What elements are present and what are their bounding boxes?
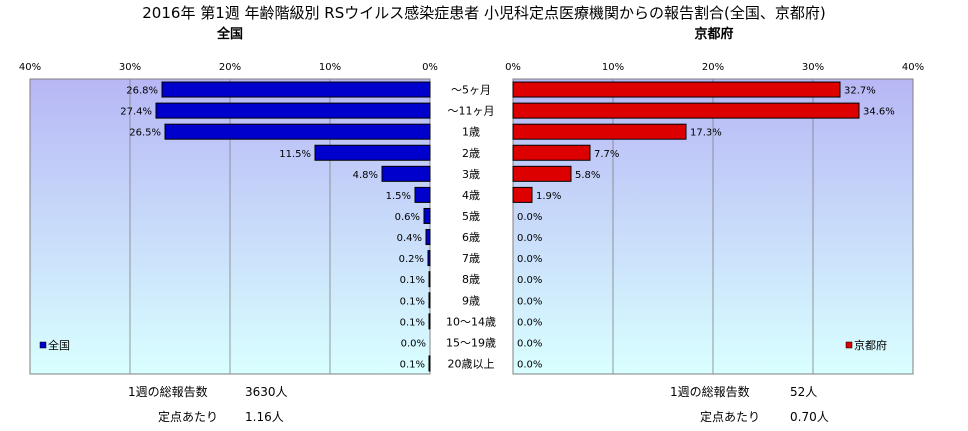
category-label: 6歳 — [462, 231, 480, 244]
category-label: 2歳 — [462, 147, 480, 160]
tick-label-kyoto: 30% — [802, 62, 824, 73]
value-label-kyoto: 34.6% — [863, 107, 895, 118]
value-label-national: 26.5% — [129, 128, 161, 139]
category-label: ～11ヶ月 — [448, 105, 495, 118]
tick-label-kyoto: 0% — [505, 62, 521, 73]
footer-total-label-kyoto: 1週の総報告数 — [670, 384, 750, 399]
bar-national — [428, 313, 431, 330]
value-label-national: 4.8% — [353, 170, 378, 181]
value-label-kyoto: 0.0% — [517, 233, 542, 244]
legend-label-national: 全国 — [48, 338, 70, 352]
bar-kyoto — [512, 102, 860, 119]
tick-label-kyoto: 40% — [902, 62, 924, 73]
bar-national — [155, 102, 431, 119]
tick-label-national: 30% — [119, 62, 141, 73]
footer-kyoto: 1週の総報告数 52人 定点あたり 0.70人 — [670, 384, 829, 424]
legend-label-kyoto: 京都府 — [854, 338, 887, 352]
footer-per-site-label-national: 定点あたり — [158, 409, 218, 424]
bar-national — [414, 186, 431, 203]
bar-kyoto — [512, 186, 533, 203]
value-label-national: 0.1% — [400, 359, 425, 370]
bar-national — [161, 81, 431, 98]
value-label-kyoto: 0.0% — [517, 359, 542, 370]
bar-national — [423, 207, 431, 224]
legend-kyoto: 京都府 — [845, 338, 887, 352]
value-label-national: 0.0% — [401, 338, 426, 349]
value-label-national: 1.5% — [386, 191, 411, 202]
bar-national — [314, 144, 431, 161]
category-label: 9歳 — [462, 294, 480, 307]
bar-national — [425, 229, 431, 246]
bar-national — [427, 250, 431, 267]
page-title: 2016年 第1週 年齢階級別 RSウイルス感染症患者 小児科定点医療機関からの… — [142, 4, 825, 22]
footer-per-site-value-kyoto: 0.70人 — [790, 410, 829, 424]
value-label-national: 27.4% — [120, 107, 152, 118]
value-label-national: 11.5% — [279, 149, 311, 160]
tick-label-national: 40% — [19, 62, 41, 73]
legend-swatch-national — [39, 341, 47, 349]
value-label-kyoto: 1.9% — [536, 191, 561, 202]
value-label-national: 0.6% — [395, 212, 420, 223]
value-label-national: 0.1% — [400, 317, 425, 328]
legend-national: 全国 — [39, 338, 70, 352]
tick-label-national: 20% — [219, 62, 241, 73]
value-label-kyoto: 5.8% — [575, 170, 600, 181]
value-label-kyoto: 0.0% — [517, 338, 542, 349]
value-label-national: 0.2% — [399, 254, 424, 265]
tick-label-kyoto: 10% — [602, 62, 624, 73]
footer-per-site-label-kyoto: 定点あたり — [700, 409, 760, 424]
category-label: 8歳 — [462, 273, 480, 286]
category-label: 10～14歳 — [446, 315, 496, 328]
bar-kyoto — [512, 144, 591, 161]
value-label-kyoto: 0.0% — [517, 296, 542, 307]
bar-national — [164, 123, 431, 140]
bar-kyoto — [512, 123, 687, 140]
value-label-kyoto: 0.0% — [517, 275, 542, 286]
value-label-kyoto: 32.7% — [844, 86, 876, 97]
tick-label-kyoto: 20% — [702, 62, 724, 73]
value-label-kyoto: 0.0% — [517, 212, 542, 223]
panel-title-national: 全国 — [216, 26, 243, 42]
footer-total-label-national: 1週の総報告数 — [128, 384, 208, 399]
value-label-national: 0.1% — [400, 296, 425, 307]
panel-title-kyoto: 京都府 — [694, 26, 733, 42]
tick-label-national: 10% — [319, 62, 341, 73]
value-label-kyoto: 17.3% — [690, 128, 722, 139]
footer-per-site-value-national: 1.16人 — [245, 410, 284, 424]
footer-total-value-kyoto: 52人 — [790, 385, 817, 399]
footer-total-value-national: 3630人 — [245, 385, 288, 399]
value-label-national: 26.8% — [126, 86, 158, 97]
bar-kyoto — [512, 81, 841, 98]
bar-national — [428, 355, 431, 372]
category-label: 7歳 — [462, 252, 480, 265]
category-label: ～5ヶ月 — [451, 84, 491, 97]
value-label-national: 0.4% — [397, 233, 422, 244]
bar-kyoto — [512, 165, 572, 182]
value-label-kyoto: 0.0% — [517, 254, 542, 265]
category-label: 4歳 — [462, 189, 480, 202]
footer-national: 1週の総報告数 3630人 定点あたり 1.16人 — [128, 384, 288, 424]
bar-national — [381, 165, 431, 182]
category-label: 5歳 — [462, 210, 480, 223]
value-label-national: 0.1% — [400, 275, 425, 286]
category-label: 20歳以上 — [448, 357, 495, 370]
category-label: 1歳 — [462, 126, 480, 139]
category-label: 3歳 — [462, 168, 480, 181]
bar-national — [428, 271, 431, 288]
value-label-kyoto: 7.7% — [594, 149, 619, 160]
value-label-kyoto: 0.0% — [517, 317, 542, 328]
category-label: 15～19歳 — [446, 336, 496, 349]
tick-label-national: 0% — [422, 62, 438, 73]
bar-national — [428, 292, 431, 309]
legend-swatch-kyoto — [845, 341, 853, 349]
